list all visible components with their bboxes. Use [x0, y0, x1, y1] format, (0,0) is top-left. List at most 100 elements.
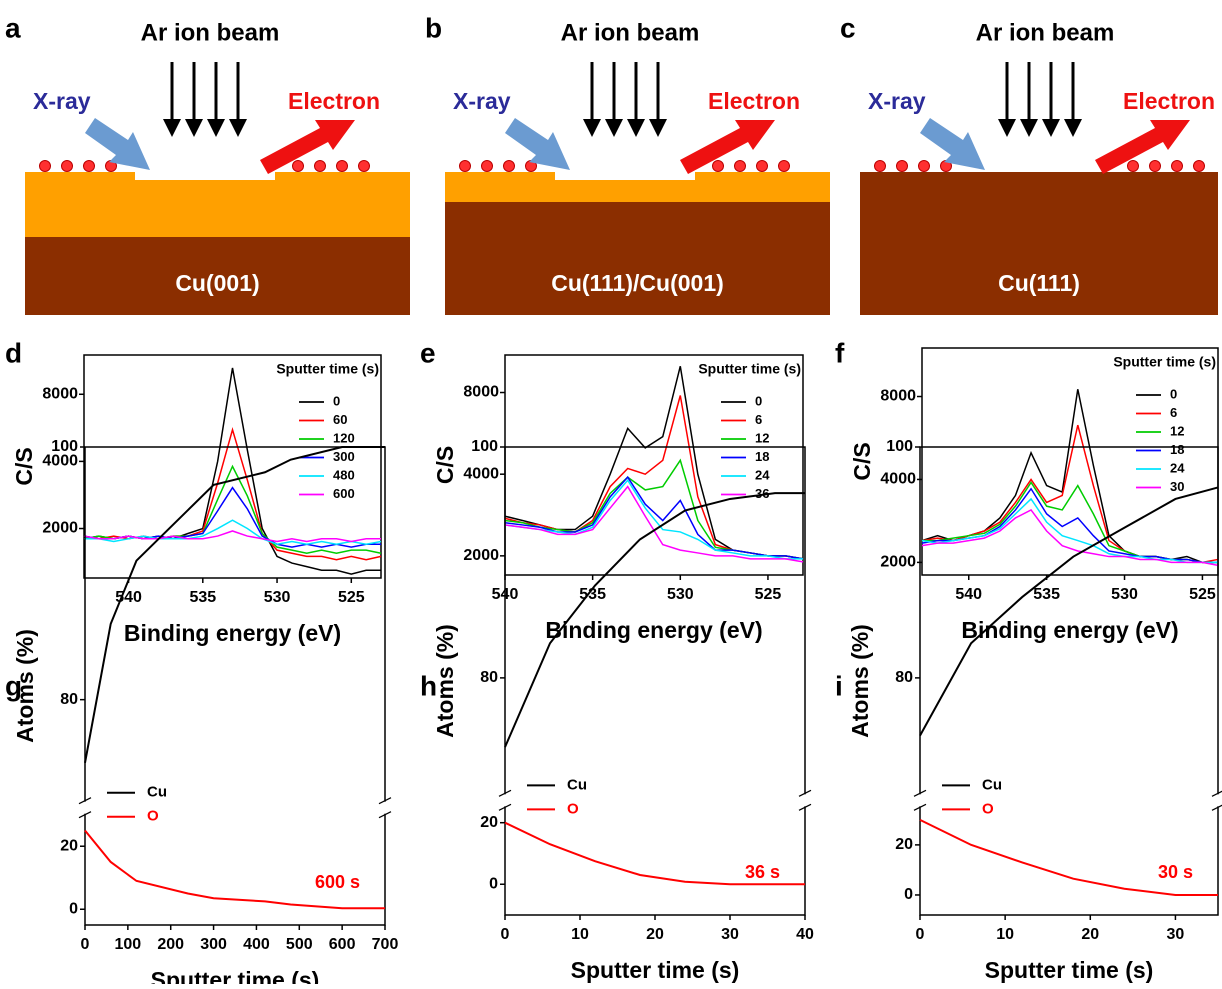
axis-break-mark — [1211, 804, 1222, 811]
x-tick-label: 30 — [1167, 926, 1185, 943]
y-tick-label: 2000 — [42, 520, 78, 537]
y-axis-title: Atoms (%) — [12, 629, 38, 743]
x-tick-label: 300 — [200, 936, 227, 953]
axis-break-mark — [378, 797, 392, 805]
y-tick-label: 80 — [60, 691, 78, 708]
legend-label: 24 — [755, 467, 770, 482]
plot-frame — [919, 446, 1219, 916]
oxygen-atom — [1127, 160, 1139, 172]
composition-line — [919, 818, 1218, 896]
axis-break-mark — [78, 811, 92, 819]
legend-label: O — [567, 800, 579, 817]
spectrum-line — [84, 519, 382, 546]
x-tick-label: 100 — [115, 936, 142, 953]
x-tick-label: 30 — [721, 926, 739, 943]
x-tick-label: 535 — [1033, 586, 1060, 603]
axis-break-gap — [379, 801, 391, 814]
y-axis-title: C/S — [11, 447, 37, 485]
axis-break-mark — [1211, 790, 1222, 797]
xray-arrow — [505, 118, 570, 170]
panel-label: i — [835, 670, 843, 701]
oxygen-atom — [292, 160, 304, 172]
legend-label: 0 — [755, 393, 762, 408]
axis-break-gap — [799, 794, 811, 807]
composition-line — [919, 486, 1219, 737]
plot-frame — [84, 446, 386, 926]
electron-arrow — [1095, 120, 1190, 174]
y-tick-label: 100 — [471, 438, 498, 455]
electron-arrow — [680, 120, 775, 174]
x-axis-title: Binding energy (eV) — [124, 620, 341, 646]
x-tick-label: 20 — [1081, 926, 1099, 943]
x-axis-title: Sputter time (s) — [151, 967, 320, 984]
x-axis-title: Sputter time (s) — [571, 957, 740, 983]
legend-title: Sputter time (s) — [276, 361, 379, 377]
axis-break-mark — [798, 803, 812, 811]
oxygen-atom — [712, 160, 724, 172]
legend-label: 24 — [1170, 460, 1185, 475]
y-tick-label: 4000 — [42, 453, 78, 470]
axis-break-gap — [914, 794, 926, 807]
x-axis-title: Sputter time (s) — [985, 957, 1154, 983]
legend-label: O — [147, 808, 159, 825]
x-tick-label: 540 — [115, 589, 142, 606]
legend-label: Cu — [567, 776, 587, 793]
xray-arrow — [920, 118, 985, 170]
x-tick-label: 10 — [571, 926, 589, 943]
y-axis-title: C/S — [849, 442, 875, 480]
axis-break-mark — [798, 789, 812, 797]
oxygen-atom — [874, 160, 886, 172]
axis-break-gap — [499, 794, 511, 807]
panel-label: c — [840, 12, 856, 43]
oxygen-atom — [918, 160, 930, 172]
legend-label: Cu — [982, 776, 1002, 793]
axis-break-mark — [378, 811, 392, 819]
panel-label: d — [5, 337, 22, 368]
y-tick-label: 0 — [69, 900, 78, 917]
y-tick-label: 8000 — [42, 385, 78, 402]
oxygen-atom — [336, 160, 348, 172]
oxygen-atom — [459, 160, 471, 172]
oxygen-atom — [734, 160, 746, 172]
y-tick-label: 80 — [480, 669, 498, 686]
electron-label: Electron — [708, 88, 800, 114]
xray-arrow — [85, 118, 150, 170]
x-tick-label: 525 — [755, 586, 782, 603]
spectrum-line — [504, 478, 803, 560]
substrate-label: Cu(111) — [998, 270, 1080, 296]
legend-label: 30 — [1170, 479, 1184, 494]
legend-label: Cu — [147, 784, 167, 801]
legend-label: 480 — [333, 467, 355, 482]
x-axis-title: Binding energy (eV) — [961, 617, 1178, 643]
oxygen-atom — [1193, 160, 1205, 172]
legend-label: 300 — [333, 449, 355, 464]
plot-frame — [504, 354, 804, 576]
substrate — [445, 202, 830, 315]
x-tick-label: 0 — [916, 926, 925, 943]
xray-label: X-ray — [33, 88, 91, 114]
substrate — [860, 172, 1218, 315]
x-tick-label: 600 — [329, 936, 356, 953]
composition-line — [84, 446, 385, 764]
axis-break-gap — [1212, 794, 1222, 807]
legend-label: 120 — [333, 430, 355, 445]
y-tick-label: 2000 — [880, 554, 916, 571]
panel-label: a — [5, 12, 21, 43]
legend-label: 6 — [1170, 405, 1177, 420]
axis-break-mark — [498, 803, 512, 811]
panel-label: f — [835, 337, 845, 368]
legend-label: 0 — [1170, 386, 1177, 401]
x-tick-label: 525 — [1189, 586, 1216, 603]
legend-label: 12 — [755, 430, 769, 445]
spectrum-line — [921, 508, 1219, 567]
xray-label: X-ray — [453, 88, 511, 114]
axis-break-mark — [78, 797, 92, 805]
legend-title: Sputter time (s) — [1113, 354, 1216, 370]
oxygen-atom — [896, 160, 908, 172]
annotation: 30 s — [1158, 862, 1193, 882]
x-tick-label: 530 — [1111, 586, 1138, 603]
beam-label: Ar ion beam — [976, 19, 1115, 46]
axis-break-mark — [913, 789, 927, 797]
panel-label: e — [420, 337, 436, 368]
